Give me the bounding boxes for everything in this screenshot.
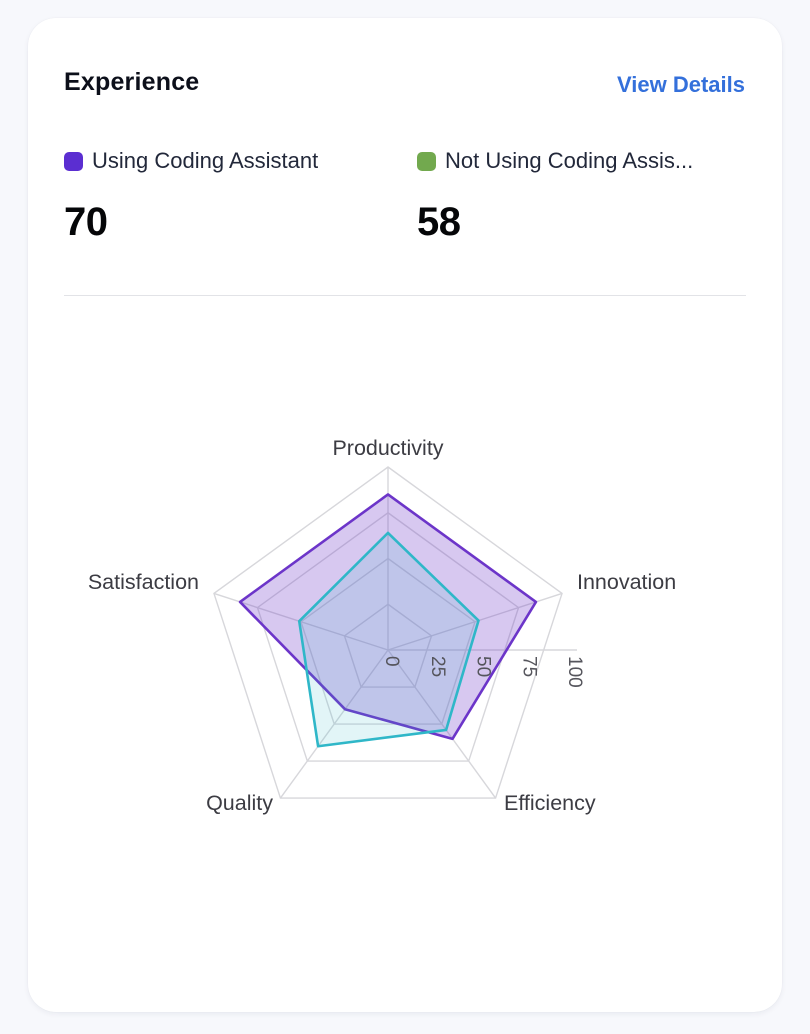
experience-card: Experience View Details Using Coding Ass… [28,18,782,1012]
axis-label-satisfaction: Satisfaction [88,570,199,594]
legend-item-using-assistant[interactable]: Using Coding Assistant 70 [64,148,318,245]
radar-series-1 [238,493,538,741]
legend-swatch-green [417,151,436,171]
grid-ring [343,603,433,688]
radar-series-2 [297,531,480,748]
divider [64,295,746,296]
legend-swatch-purple [64,151,83,171]
radial-tick-label: 100 [564,656,585,688]
radial-tick-label: 0 [381,656,402,667]
grid-spoke [387,649,497,799]
radial-tick-label: 75 [518,656,539,677]
axis-label-innovation: Innovation [577,570,676,594]
axis-label-quality: Quality [206,791,273,815]
grid-ring [213,466,563,799]
axis-label-efficiency: Efficiency [504,791,596,815]
card-title: Experience [64,68,200,96]
view-details-link[interactable]: View Details [617,72,745,97]
legend-value: 58 [417,200,461,244]
grid-spoke [387,592,563,651]
radial-tick-label: 25 [427,656,448,677]
axis-label-productivity: Productivity [332,436,443,460]
grid-ring [300,557,476,725]
grid-spoke [213,592,389,651]
legend-label: Using Coding Assistant [92,148,319,173]
radial-tick-label: 50 [473,656,494,677]
grid-ring [256,511,520,762]
legend-label: Not Using Coding Assis... [445,148,694,173]
legend-value: 70 [64,200,108,244]
legend-item-not-using-assistant[interactable]: Not Using Coding Assis... 58 [417,148,693,245]
grid-spoke [279,649,389,799]
